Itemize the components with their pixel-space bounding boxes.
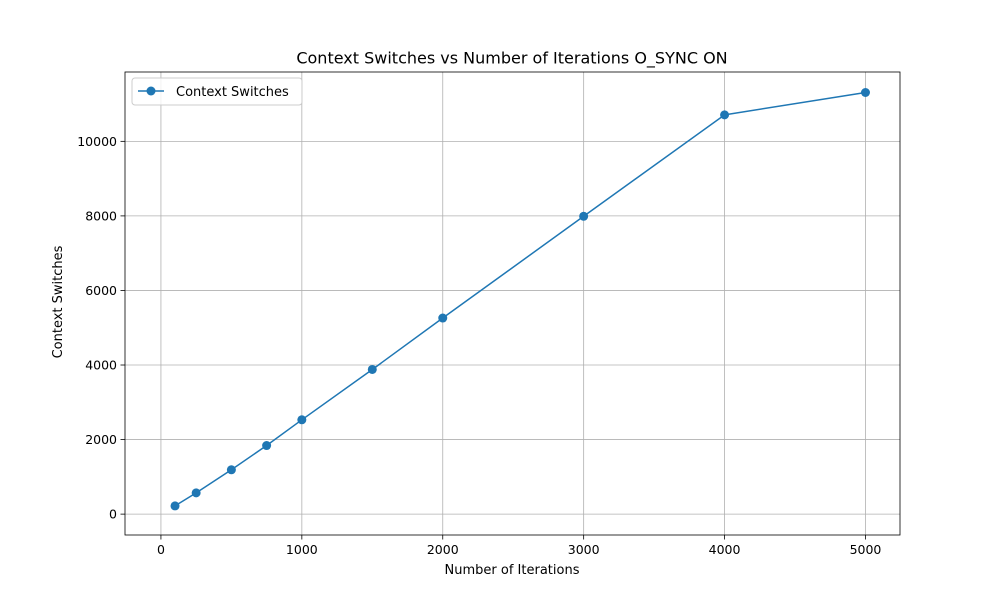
data-point-0-5: [367, 364, 377, 374]
data-point-0-4: [297, 415, 307, 425]
x-tick-label-1: 1000: [286, 542, 318, 557]
legend-marker: [146, 86, 156, 96]
y-tick-label-3: 6000: [85, 283, 117, 298]
y-tick-label-5: 10000: [77, 134, 117, 149]
y-tick-label-2: 4000: [85, 358, 117, 373]
grid-lines: [125, 72, 900, 535]
data-point-0-2: [226, 465, 236, 475]
legend: Context Switches: [131, 77, 303, 106]
y-tick-label-1: 2000: [85, 432, 117, 447]
data-point-0-8: [720, 110, 730, 120]
x-tick-label-0: 0: [157, 542, 165, 557]
x-tick-label-2: 2000: [427, 542, 459, 557]
x-tick-label-3: 3000: [568, 542, 600, 557]
axes: 0 1000 2000 3000 4000 5000 0 2000 4000 6000 8000 10…: [77, 71, 901, 557]
plot-frame: [124, 71, 901, 536]
data-point-0-0: [170, 501, 180, 511]
y-tick-label-4: 8000: [85, 208, 117, 223]
data-point-0-1: [191, 488, 201, 498]
x-axis-label: Number of Iterations: [445, 563, 580, 578]
x-tick-label-4: 4000: [709, 542, 741, 557]
y-tick-label-0: 0: [109, 507, 117, 522]
data-point-0-6: [438, 313, 448, 323]
chart-title: Context Switches vs Number of Iterations…: [296, 49, 727, 69]
x-tick-label-5: 5000: [850, 542, 882, 557]
data-point-0-9: [860, 88, 870, 98]
legend-label: Context Switches: [176, 85, 289, 100]
data-point-0-3: [262, 441, 272, 451]
legend-box: [131, 77, 303, 106]
series-line-0: [174, 91, 866, 507]
series-layer: [170, 88, 870, 511]
y-axis-label: Context Switches: [51, 245, 66, 358]
data-point-0-7: [579, 211, 589, 221]
